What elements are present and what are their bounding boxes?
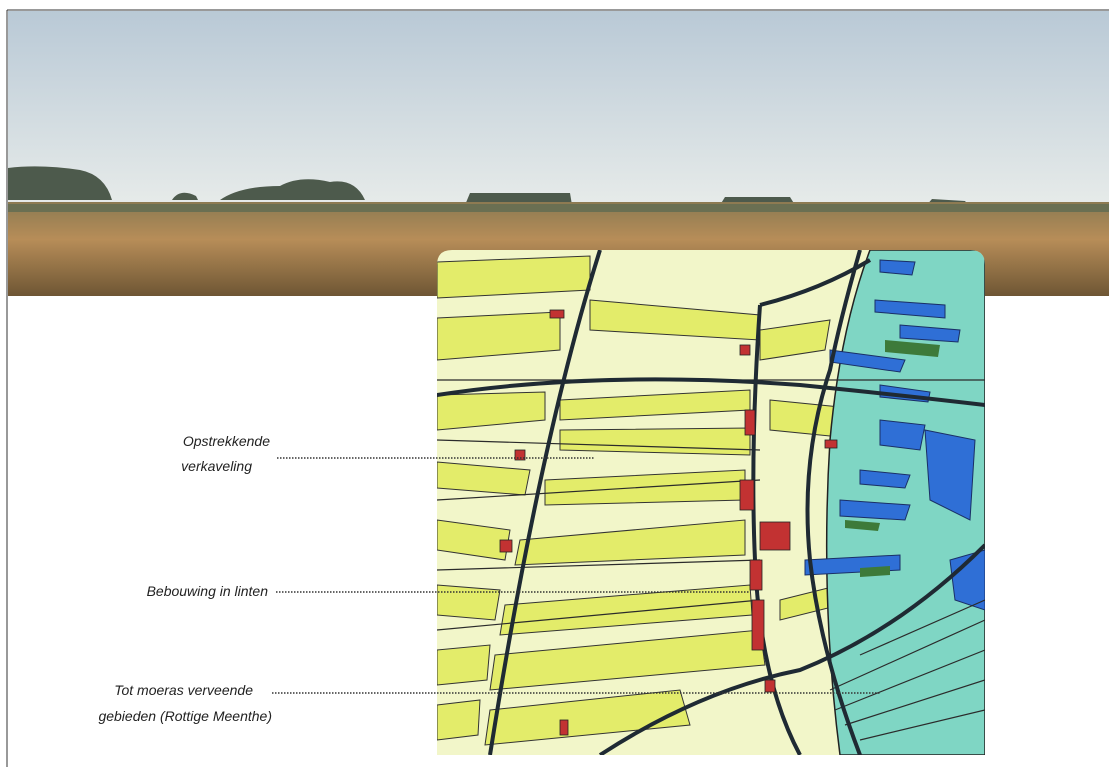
- annotation-label: verkaveling: [181, 458, 252, 474]
- annotations: Opstrekkende verkaveling Bebouwing in li…: [98, 433, 880, 724]
- annotation-label: Opstrekkende: [183, 433, 270, 449]
- annotation-label: Bebouwing in linten: [147, 583, 269, 599]
- map-illustration: [437, 250, 985, 755]
- landscape-photo: [8, 11, 1109, 296]
- annotation-label: gebieden (Rottige Meenthe): [98, 708, 272, 724]
- annotation-label: Tot moeras verveende: [114, 682, 253, 698]
